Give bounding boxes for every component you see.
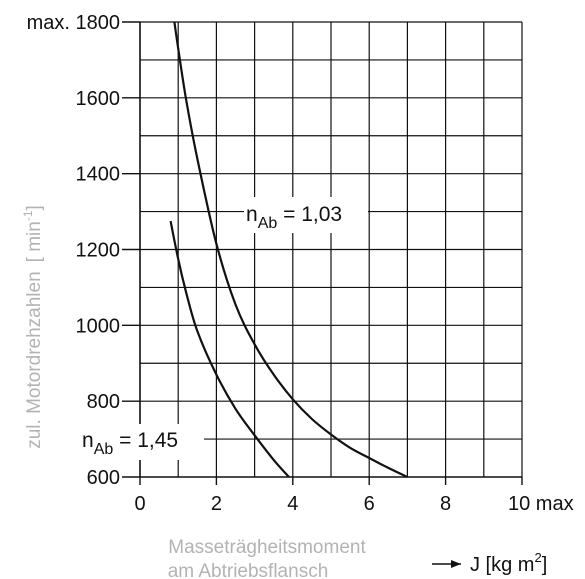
y-tick-label: 600 — [87, 467, 120, 489]
y-tick-label: 1400 — [76, 164, 121, 186]
series-label-1: nAb = 1,03 — [246, 203, 342, 232]
x-tick-label: 0 — [134, 493, 145, 515]
axes — [122, 21, 523, 485]
y-tick-label: 1200 — [76, 240, 121, 262]
x-tick-label: 8 — [440, 493, 451, 515]
curves — [169, 21, 408, 478]
series-label-bg-1 — [244, 197, 368, 233]
series-curve-1 — [173, 21, 408, 478]
y-tick-label: 1000 — [76, 315, 121, 337]
grid — [140, 22, 523, 477]
series-label-bg-2 — [80, 424, 204, 460]
y-tick-label: max. 1800 — [27, 12, 120, 34]
x-tick-label: 6 — [364, 493, 375, 515]
y-tick-label: 800 — [87, 391, 120, 413]
tick-labels: 0 2 4 6 8 10 max 600 800 1000 1200 1400 1600 max. 18… — [27, 12, 574, 515]
series-curve-2 — [169, 220, 290, 478]
series-label-2: nAb = 1,45 — [82, 429, 178, 458]
x-unit-label: J [kg m2] — [470, 550, 547, 576]
x-axis-label-line1: Masseträgheitsmoment — [168, 537, 366, 558]
y-axis-label: zul. Motordrehzahlen[ min-1] — [21, 205, 45, 449]
y-tick-label: 1600 — [76, 88, 121, 110]
x-tick-label: 4 — [287, 493, 298, 515]
x-tick-label: 2 — [211, 493, 222, 515]
x-axis-label-line2: am Abtriebsflansch — [168, 561, 329, 579]
x-unit-arrowhead-icon — [451, 560, 461, 568]
x-tick-label: 10 max — [508, 493, 574, 515]
